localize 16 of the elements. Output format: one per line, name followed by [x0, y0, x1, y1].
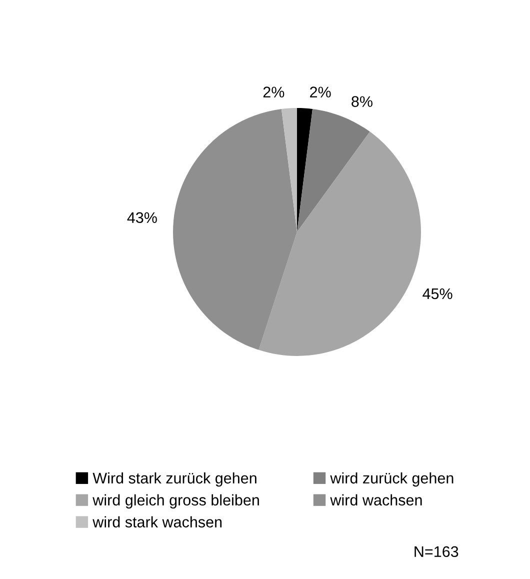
legend-label: wird stark wachsen [92, 516, 222, 528]
data-label: 43% [127, 212, 157, 224]
pie-slice [281, 108, 297, 232]
legend-label: wird wachsen [330, 494, 422, 506]
legend-label: wird zurück gehen [330, 472, 454, 487]
data-label: 2% [263, 86, 284, 98]
legend-label: wird gleich gross bleiben [92, 494, 259, 509]
data-label: 8% [352, 96, 372, 107]
data-label: 2% [310, 86, 331, 98]
pie-slice [297, 108, 370, 232]
data-label: 45% [422, 288, 452, 300]
legend-label: Wird stark zurück gehen [92, 472, 256, 487]
text: N=163 [414, 546, 458, 558]
pie-slice [258, 132, 421, 356]
pie-slice [173, 108, 297, 350]
pie-slice [297, 108, 313, 232]
